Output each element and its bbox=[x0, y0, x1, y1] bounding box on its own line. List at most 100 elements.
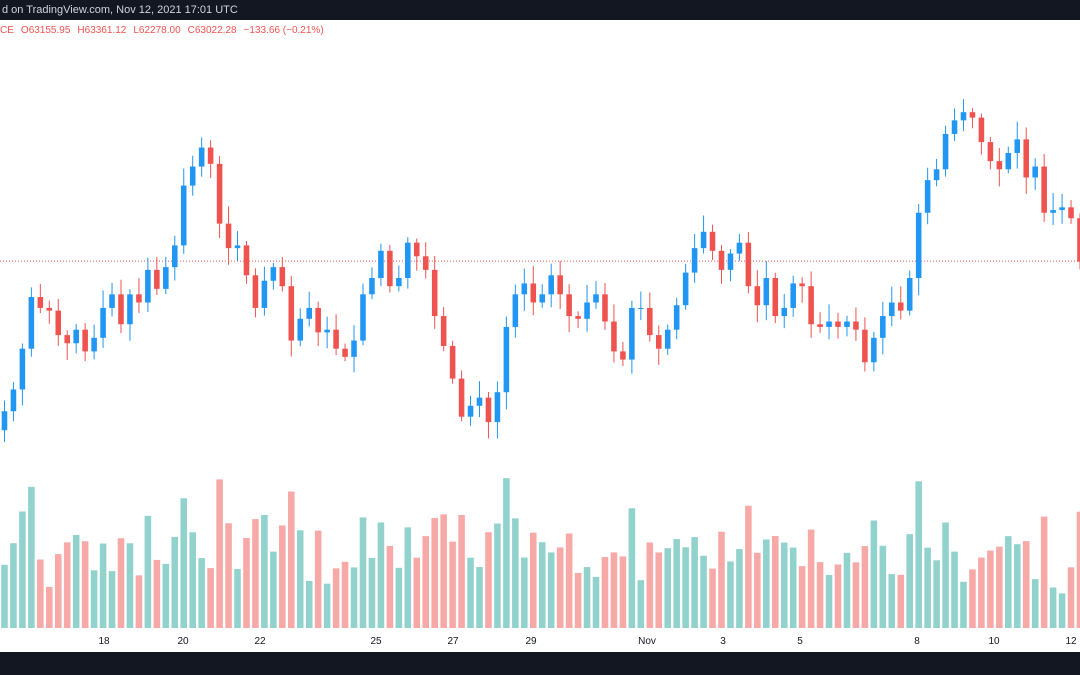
volume-bar bbox=[897, 574, 905, 628]
candle-body bbox=[1077, 218, 1080, 262]
volume-bar bbox=[861, 546, 869, 628]
candle-body bbox=[924, 180, 931, 213]
volume-bar bbox=[413, 557, 421, 628]
volume-bar bbox=[628, 508, 636, 628]
volume-bar bbox=[521, 557, 528, 628]
candle-body bbox=[602, 294, 608, 322]
volume-bar bbox=[305, 580, 313, 628]
candle-body bbox=[189, 166, 196, 186]
candle-body bbox=[1, 411, 8, 431]
chart-panel[interactable]: 18 20 22 25 27 29 Nov 3 5 8 10 12 CE O63155.95 H63361… bbox=[0, 20, 1080, 652]
candle-body bbox=[808, 286, 814, 325]
volume-bar bbox=[1049, 587, 1057, 628]
candle-body bbox=[575, 316, 581, 319]
volume-bar bbox=[763, 539, 770, 628]
volume-bar bbox=[619, 556, 627, 628]
volume-bar bbox=[664, 548, 671, 628]
candle-body bbox=[64, 335, 70, 344]
x-tick-label: 8 bbox=[914, 636, 920, 647]
volume-bar bbox=[780, 542, 788, 628]
volume-bar bbox=[1, 564, 8, 628]
candle-body bbox=[727, 253, 734, 270]
volume-bar bbox=[198, 558, 205, 628]
candle-body bbox=[1068, 207, 1074, 219]
candle-body bbox=[799, 283, 805, 287]
candle-body bbox=[261, 280, 268, 308]
volume-bar bbox=[951, 551, 958, 628]
volume-bar bbox=[404, 527, 412, 628]
candle-body bbox=[709, 231, 716, 251]
volume-bar bbox=[431, 517, 438, 628]
candle-body bbox=[207, 147, 214, 164]
volume-bar bbox=[216, 479, 223, 628]
candle-body bbox=[28, 297, 35, 349]
volume-bar bbox=[700, 555, 707, 628]
volume-bar bbox=[646, 542, 654, 628]
volume-bar bbox=[816, 562, 824, 628]
candle-body bbox=[252, 275, 259, 308]
candle-body bbox=[844, 321, 850, 327]
candle-body bbox=[342, 348, 348, 357]
candle-body bbox=[969, 112, 976, 118]
candle-body bbox=[1032, 166, 1038, 178]
volume-bar bbox=[673, 539, 680, 628]
candle-body bbox=[647, 307, 653, 336]
x-tick-label: 29 bbox=[525, 636, 537, 647]
candle-body bbox=[942, 133, 949, 170]
volume-bar bbox=[727, 561, 734, 628]
candle-body bbox=[781, 307, 788, 317]
candle-body bbox=[73, 329, 79, 344]
volume-bar bbox=[592, 576, 600, 628]
candle-body bbox=[1005, 152, 1012, 170]
candle-body bbox=[306, 307, 312, 319]
candle-body bbox=[897, 302, 904, 311]
volume-bar bbox=[54, 554, 62, 628]
candle-body bbox=[530, 283, 537, 303]
candle-body bbox=[736, 242, 743, 254]
volume-bar bbox=[126, 543, 134, 628]
candle-body bbox=[790, 283, 796, 308]
volume-bar bbox=[261, 514, 268, 628]
volume-bar bbox=[583, 567, 591, 628]
volume-bar bbox=[601, 557, 609, 628]
high-value: 63361.12 bbox=[84, 25, 127, 36]
candle-body bbox=[413, 242, 420, 257]
candle-body bbox=[691, 248, 698, 273]
volume-bar bbox=[395, 567, 403, 628]
volume-bar bbox=[279, 525, 286, 628]
candle-body bbox=[1014, 139, 1021, 153]
candle-body bbox=[611, 321, 617, 352]
candle-body bbox=[763, 278, 770, 306]
volume-bar bbox=[682, 547, 689, 628]
volume-bar bbox=[1031, 579, 1039, 628]
volume-bar bbox=[162, 563, 170, 628]
volume-bar bbox=[341, 561, 349, 628]
volume-bar bbox=[207, 568, 214, 628]
candle-body bbox=[835, 321, 841, 327]
candle-body bbox=[360, 294, 366, 341]
volume-bar bbox=[90, 570, 98, 628]
x-tick-label: 10 bbox=[988, 636, 1000, 647]
volume-bar bbox=[171, 536, 179, 628]
candle-body bbox=[55, 310, 62, 336]
candle-body bbox=[467, 405, 474, 417]
candle-body bbox=[243, 245, 250, 276]
open-group: O63155.95 bbox=[21, 25, 71, 36]
candle-body bbox=[1050, 210, 1056, 213]
volume-bar bbox=[825, 574, 833, 628]
high-label: H bbox=[77, 25, 85, 36]
volume-bar bbox=[969, 569, 976, 628]
candle-body bbox=[369, 278, 375, 295]
volume-bar bbox=[81, 541, 89, 628]
candlestick-chart[interactable]: 18 20 22 25 27 29 Nov 3 5 8 10 12 bbox=[0, 20, 1080, 652]
volume-bar bbox=[771, 535, 779, 628]
x-tick-label: 27 bbox=[447, 636, 459, 647]
candle-body bbox=[91, 337, 97, 352]
volume-bar bbox=[72, 534, 80, 628]
volume-bar bbox=[503, 478, 510, 628]
volume-bar bbox=[960, 581, 967, 628]
volume-bar bbox=[270, 551, 277, 628]
candle-body bbox=[378, 250, 384, 279]
candle-body bbox=[180, 185, 187, 246]
candle-body bbox=[82, 329, 88, 352]
